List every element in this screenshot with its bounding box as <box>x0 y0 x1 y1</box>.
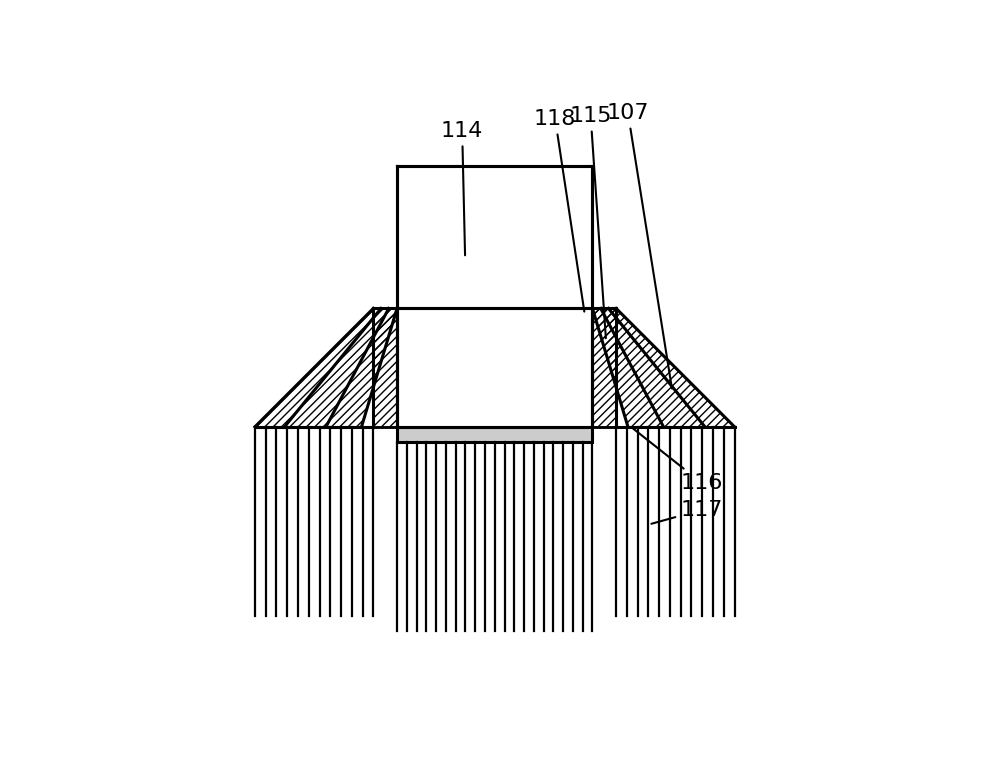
Text: 114: 114 <box>441 121 483 255</box>
Text: 118: 118 <box>534 109 584 311</box>
Text: 116: 116 <box>633 428 723 493</box>
Text: 117: 117 <box>651 500 723 524</box>
Text: 115: 115 <box>569 106 612 338</box>
Polygon shape <box>397 427 592 441</box>
Text: 107: 107 <box>607 103 672 388</box>
